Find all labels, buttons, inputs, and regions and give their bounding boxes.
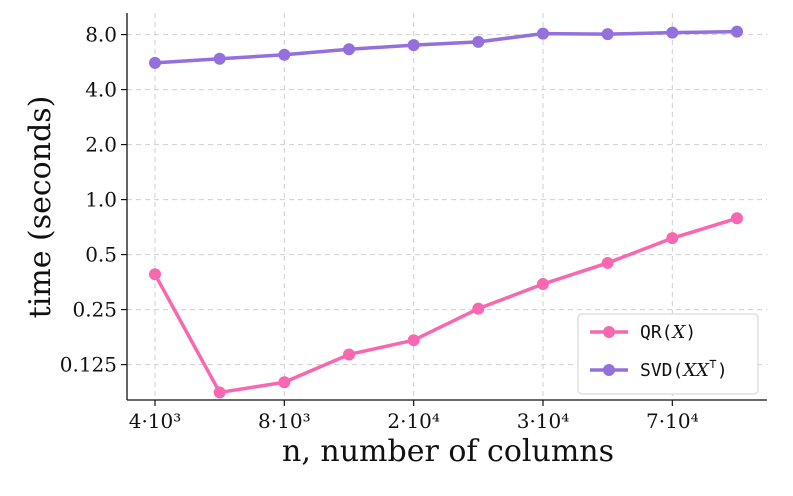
data-point-svd: [407, 39, 420, 52]
x-axis-title: n, number of columns: [282, 434, 614, 469]
data-point-qr: [149, 268, 161, 281]
x-tick-label: 4·10³: [129, 409, 182, 433]
legend-entry-svd[interactable]: SVD(XX⊤): [590, 357, 728, 381]
data-point-svd: [537, 27, 549, 40]
series-group: [149, 25, 743, 399]
data-point-qr: [343, 348, 355, 361]
data-point-qr: [472, 302, 485, 315]
y-axis-title: time (seconds): [23, 96, 58, 319]
y-tick-label: 0.125: [60, 353, 117, 377]
x-tick-label: 7·10⁴: [646, 409, 699, 433]
x-ticks: 4·10³ 8·10³ 2·10⁴ 3·10⁴ 7·10⁴: [129, 400, 699, 433]
legend-box: [577, 313, 759, 395]
data-point-qr: [407, 334, 420, 347]
data-point-qr: [731, 212, 743, 225]
legend[interactable]: QR(X) SVD(XX⊤): [577, 313, 759, 395]
data-point-qr: [601, 256, 614, 269]
data-point-svd: [343, 43, 355, 56]
data-point-svd: [601, 28, 614, 41]
series-svd: [149, 25, 743, 69]
legend-entry-qr[interactable]: QR(X): [590, 322, 696, 343]
legend-label-svd: SVD(XX⊤): [640, 357, 728, 381]
x-tick-label: 3·10⁴: [517, 409, 570, 433]
y-tick-label: 0.5: [85, 243, 117, 267]
legend-label-qr: QR(X): [640, 322, 696, 343]
series-qr: [149, 212, 743, 399]
y-tick-label: 1.0: [85, 188, 117, 212]
data-point-qr: [213, 386, 226, 399]
data-point-qr: [537, 278, 549, 291]
axes: [126, 13, 767, 401]
data-point-qr: [666, 232, 679, 245]
data-point-svd: [666, 26, 679, 39]
series-line-svd: [154, 29, 738, 65]
x-tick-label: 8·10³: [258, 409, 311, 433]
y-tick-label: 8.0: [85, 23, 117, 47]
legend-marker-qr: [603, 326, 615, 338]
y-tick-label: 0.25: [72, 298, 117, 322]
y-tick-label: 4.0: [85, 78, 117, 102]
y-tick-label: 2.0: [85, 133, 117, 157]
series-line-qr: [153, 216, 738, 395]
data-point-qr: [278, 376, 291, 389]
data-point-svd: [731, 25, 743, 38]
legend-marker-svd: [603, 364, 615, 376]
data-point-svd: [149, 56, 161, 69]
data-point-svd: [213, 52, 226, 65]
data-point-svd: [278, 48, 291, 61]
data-point-svd: [472, 35, 485, 48]
x-tick-label: 2·10⁴: [387, 409, 440, 433]
y-ticks: 0.125 0.25 0.5 1.0 2.0 4.0 8.0: [60, 23, 127, 377]
